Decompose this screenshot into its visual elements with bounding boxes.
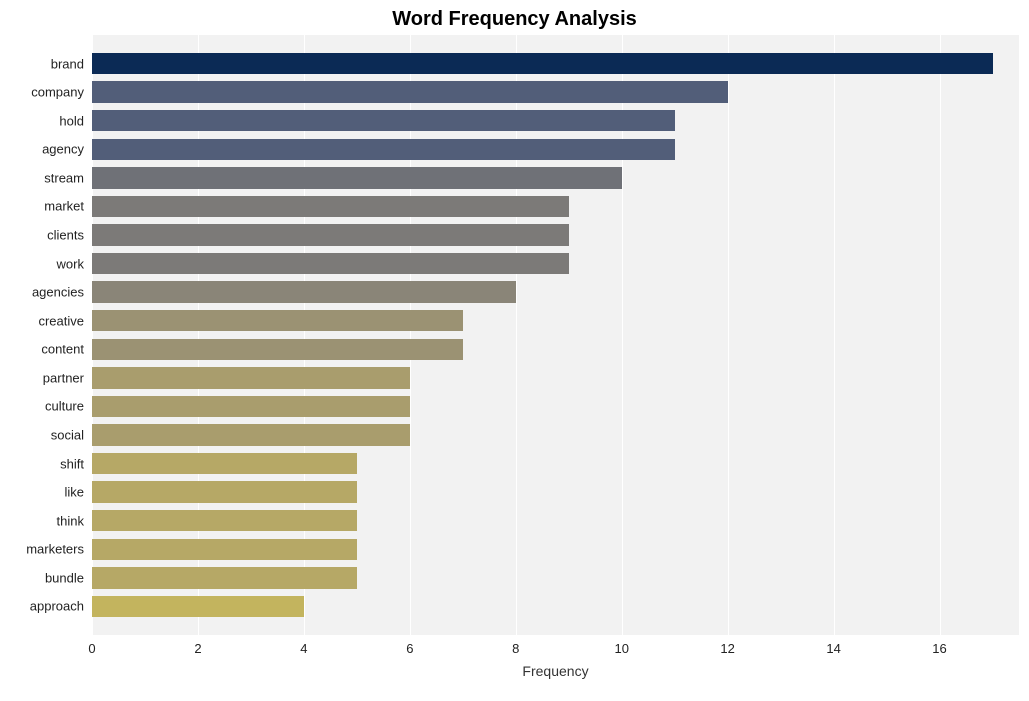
- y-tick-label: think: [57, 513, 92, 528]
- y-tick-label: content: [41, 342, 92, 357]
- chart-title: Word Frequency Analysis: [0, 8, 1029, 31]
- bar: [92, 596, 304, 617]
- y-tick-label: stream: [44, 170, 92, 185]
- plot-area: 0246810121416brandcompanyholdagencystrea…: [92, 35, 1019, 635]
- y-tick-label: like: [64, 485, 92, 500]
- x-tick-label: 6: [406, 635, 413, 656]
- y-tick-label: shift: [60, 456, 92, 471]
- grid-line: [728, 35, 729, 635]
- y-tick-label: clients: [47, 228, 92, 243]
- y-tick-label: brand: [51, 56, 92, 71]
- grid-line: [834, 35, 835, 635]
- bar: [92, 396, 410, 417]
- y-tick-label: social: [51, 428, 92, 443]
- y-tick-label: agency: [42, 142, 92, 157]
- bar: [92, 339, 463, 360]
- chart-container: Word Frequency Analysis 0246810121416bra…: [0, 0, 1029, 701]
- x-tick-label: 0: [88, 635, 95, 656]
- bar: [92, 310, 463, 331]
- y-tick-label: work: [57, 256, 92, 271]
- bar: [92, 510, 357, 531]
- y-tick-label: market: [44, 199, 92, 214]
- x-tick-label: 2: [194, 635, 201, 656]
- bar: [92, 481, 357, 502]
- bar: [92, 539, 357, 560]
- y-tick-label: bundle: [45, 570, 92, 585]
- x-tick-label: 14: [826, 635, 840, 656]
- bar: [92, 167, 622, 188]
- bar: [92, 453, 357, 474]
- x-tick-label: 8: [512, 635, 519, 656]
- bar: [92, 53, 993, 74]
- bar: [92, 196, 569, 217]
- grid-line: [940, 35, 941, 635]
- y-tick-label: company: [31, 85, 92, 100]
- y-tick-label: hold: [59, 113, 92, 128]
- bar: [92, 424, 410, 445]
- bar: [92, 567, 357, 588]
- x-axis-label: Frequency: [92, 663, 1019, 679]
- bar: [92, 81, 728, 102]
- y-tick-label: agencies: [32, 285, 92, 300]
- bar: [92, 253, 569, 274]
- y-tick-label: culture: [45, 399, 92, 414]
- y-tick-label: marketers: [26, 542, 92, 557]
- y-tick-label: creative: [38, 313, 92, 328]
- x-tick-label: 16: [932, 635, 946, 656]
- bar: [92, 367, 410, 388]
- x-tick-label: 10: [614, 635, 628, 656]
- y-tick-label: approach: [30, 599, 92, 614]
- bar: [92, 110, 675, 131]
- x-tick-label: 12: [720, 635, 734, 656]
- x-tick-label: 4: [300, 635, 307, 656]
- y-tick-label: partner: [43, 370, 92, 385]
- bar: [92, 281, 516, 302]
- bar: [92, 139, 675, 160]
- bar: [92, 224, 569, 245]
